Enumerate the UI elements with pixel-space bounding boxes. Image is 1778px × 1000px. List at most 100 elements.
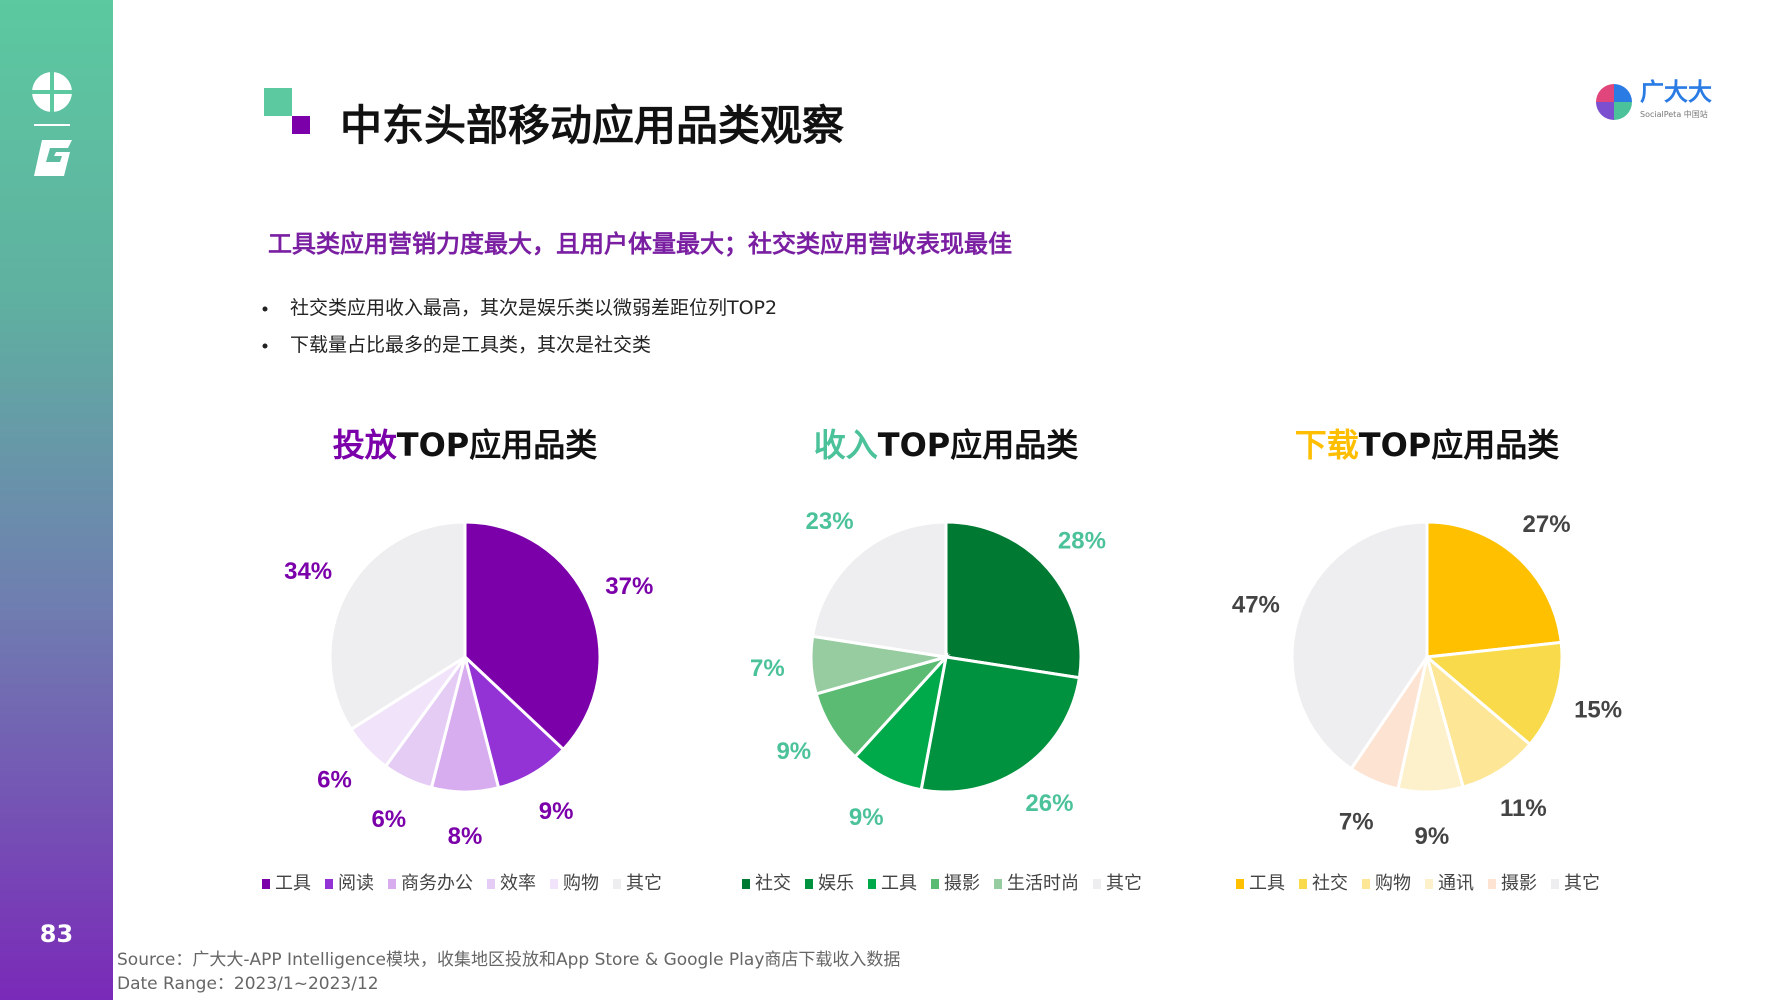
data-label: 7%	[750, 655, 785, 682]
pie-slice-其它	[1290, 520, 1429, 771]
legend-swatch	[1488, 879, 1496, 889]
legend-swatch	[388, 879, 396, 889]
source-note: Source：广大大-APP Intelligence模块，收集地区投放和App…	[117, 950, 901, 970]
legend-label: 其它	[1564, 873, 1600, 894]
pie-slice-工具	[852, 652, 949, 792]
data-label: 6%	[317, 767, 352, 794]
pie-slice-商务办公	[429, 656, 501, 794]
legend-swatch	[931, 879, 939, 889]
legend-swatch	[325, 879, 333, 889]
legend-item: 购物	[550, 873, 599, 895]
legend-item: 社交	[742, 873, 791, 895]
legend-label: 通讯	[1438, 873, 1474, 894]
legend-label: 商务办公	[401, 873, 473, 894]
data-label: 9%	[1415, 823, 1450, 850]
legend-label: 摄影	[944, 873, 980, 894]
legend-swatch	[550, 879, 558, 889]
data-label: 27%	[1523, 511, 1571, 538]
legend-label: 社交	[1312, 873, 1348, 894]
chart-title-rest: TOP应用品类	[396, 426, 598, 464]
data-label: 23%	[806, 508, 854, 535]
data-label: 9%	[539, 798, 574, 825]
legend-label: 摄影	[1501, 873, 1537, 894]
data-label: 11%	[1500, 795, 1547, 822]
legend-label: 其它	[626, 873, 662, 894]
bullet-dot-icon	[262, 306, 268, 312]
chart-title: 下载TOP应用品类	[1187, 420, 1667, 466]
chart-title: 投放TOP应用品类	[225, 420, 705, 466]
data-label: 6%	[371, 806, 406, 833]
legend-swatch	[1551, 879, 1559, 889]
pie-slice-摄影	[1349, 656, 1429, 791]
pie-slice-工具	[463, 520, 602, 752]
legend-item: 其它	[1551, 873, 1600, 895]
legend-label: 购物	[563, 873, 599, 894]
legend-swatch	[805, 879, 813, 889]
legend-item: 其它	[1093, 873, 1142, 895]
pie-slice-娱乐	[919, 655, 1082, 794]
chart-title-rest: TOP应用品类	[1358, 426, 1560, 464]
chart-title: 收入TOP应用品类	[706, 420, 1186, 466]
legend-item: 工具	[262, 873, 311, 895]
pie-slice-购物	[1424, 652, 1533, 789]
chart-legend: 社交 娱乐 工具 摄影 生活时尚 其它	[742, 873, 1142, 895]
legend-item: 娱乐	[805, 873, 854, 895]
chart-legend: 工具 社交 购物 通讯 摄影 其它	[1236, 873, 1600, 895]
legend-label: 工具	[881, 873, 917, 894]
legend-swatch	[1425, 879, 1433, 889]
data-label: 15%	[1574, 697, 1622, 724]
legend-item: 阅读	[325, 873, 374, 895]
bullet-dot-icon	[262, 343, 268, 349]
legend-swatch	[1299, 879, 1307, 889]
title-decoration-icon	[264, 88, 310, 134]
pie-slice-其它	[810, 520, 948, 659]
legend-item: 社交	[1299, 873, 1348, 895]
logo-name: 广大大	[1640, 78, 1712, 106]
legend-label: 社交	[755, 873, 791, 894]
legend-item: 生活时尚	[994, 873, 1079, 895]
legend-item: 通讯	[1425, 873, 1474, 895]
date-range: Date Range：2023/1~2023/12	[117, 974, 379, 994]
pie-slice-其它	[328, 520, 467, 732]
pie-slice-社交	[944, 520, 1083, 680]
pie-slice-购物	[348, 655, 467, 769]
data-label: 26%	[1025, 790, 1073, 817]
data-label: 7%	[1339, 808, 1374, 835]
pie-slice-社交	[1423, 640, 1564, 747]
legend-swatch	[742, 879, 750, 889]
pie-slice-工具	[1425, 520, 1563, 659]
legend-swatch	[613, 879, 621, 889]
legend-item: 购物	[1362, 873, 1411, 895]
legend-label: 工具	[275, 873, 311, 894]
data-label: 34%	[284, 558, 332, 585]
legend-swatch	[1093, 879, 1101, 889]
legend-item: 其它	[613, 873, 662, 895]
data-label: 47%	[1232, 591, 1280, 618]
legend-swatch	[1236, 879, 1244, 889]
legend-label: 阅读	[338, 873, 374, 894]
legend-item: 效率	[487, 873, 536, 895]
page-number: 83	[39, 920, 74, 948]
data-label: 9%	[849, 804, 884, 831]
chart-title-rest: TOP应用品类	[877, 426, 1079, 464]
chart-legend: 工具 阅读 商务办公 效率 购物 其它	[262, 873, 662, 895]
legend-label: 其它	[1106, 873, 1142, 894]
chart-title-accent: 收入	[813, 426, 878, 464]
data-label: 28%	[1058, 528, 1106, 555]
sidebar: 83	[0, 0, 113, 1000]
subtitle: 工具类应用营销力度最大，且用户体量最大；社交类应用营收表现最佳	[268, 230, 1012, 258]
pie-slice-通讯	[1396, 656, 1465, 794]
legend-swatch	[994, 879, 1002, 889]
legend-item: 工具	[1236, 873, 1285, 895]
legend-swatch	[1362, 879, 1370, 889]
pie-slice-摄影	[814, 654, 951, 759]
guangdada-logo-icon	[1596, 84, 1632, 120]
legend-swatch	[868, 879, 876, 889]
bullet-1: 社交类应用收入最高，其次是娱乐类以微弱差距位列TOP2	[290, 297, 778, 319]
legend-label: 购物	[1375, 873, 1411, 894]
pie-slice-效率	[383, 656, 467, 790]
pie-slice-生活时尚	[809, 634, 947, 696]
